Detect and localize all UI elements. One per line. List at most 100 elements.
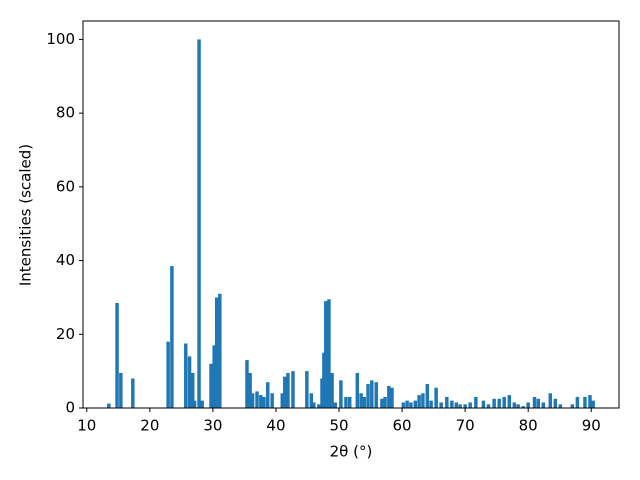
x-tick-label: 70: [456, 417, 475, 435]
bar: [541, 402, 546, 408]
bar: [259, 395, 263, 408]
bar: [468, 402, 472, 408]
bar: [521, 406, 525, 408]
x-tick-label: 30: [203, 417, 222, 435]
x-tick-label: 90: [582, 417, 601, 435]
x-tick-label: 40: [266, 417, 285, 435]
bar: [286, 372, 290, 408]
bar: [280, 393, 284, 408]
bar: [548, 393, 552, 408]
bar: [309, 393, 314, 408]
bar: [245, 360, 249, 408]
bar: [324, 301, 328, 408]
bar: [481, 400, 486, 408]
plot-frame: [82, 20, 620, 409]
bar: [291, 371, 295, 408]
bar: [266, 382, 270, 408]
bar: [454, 402, 459, 408]
bar: [344, 396, 348, 408]
bar: [532, 396, 537, 408]
bar: [212, 345, 216, 408]
bar: [474, 396, 478, 408]
y-tick-label: 40: [56, 251, 75, 269]
bar: [359, 393, 363, 408]
bar: [450, 400, 454, 408]
bar: [409, 402, 413, 408]
bar: [591, 400, 595, 408]
bar: [370, 380, 374, 408]
x-tick-label: 80: [519, 417, 538, 435]
bar: [119, 372, 123, 408]
bar: [200, 400, 204, 408]
y-tick-label: 80: [56, 104, 75, 122]
x-axis-label: 2θ (°): [330, 443, 373, 461]
x-tick-label: 50: [329, 417, 348, 435]
bar: [317, 404, 321, 408]
bar: [380, 398, 384, 408]
bar: [588, 395, 592, 408]
bar: [348, 396, 352, 408]
bar: [502, 396, 506, 408]
y-tick-label: 0: [65, 399, 75, 417]
bar: [250, 393, 255, 408]
y-axis-label: Intensities (scaled): [17, 144, 35, 286]
bar: [439, 402, 443, 408]
bar: [283, 376, 287, 408]
bar: [327, 299, 331, 408]
bar: [312, 402, 316, 408]
bar: [387, 385, 391, 408]
bar: [170, 266, 174, 408]
x-tick-label: 10: [77, 417, 96, 435]
bar: [339, 380, 343, 408]
bar: [512, 402, 517, 408]
bar: [197, 39, 201, 409]
bar: [445, 396, 449, 408]
bar: [362, 396, 366, 408]
bar: [115, 302, 119, 408]
bar: [320, 378, 324, 408]
bar: [463, 404, 467, 408]
bar: [421, 393, 425, 408]
bar: [507, 395, 512, 408]
bar: [262, 396, 266, 408]
bar: [486, 404, 491, 408]
bar: [322, 352, 326, 408]
bar: [383, 396, 387, 408]
bar: [214, 297, 219, 408]
bar: [255, 391, 259, 408]
bar: [417, 395, 421, 408]
bar: [184, 343, 188, 408]
bar: [374, 382, 378, 408]
bar: [492, 398, 496, 408]
bar: [190, 372, 195, 408]
bar: [248, 372, 252, 408]
y-tick-label: 100: [46, 30, 75, 48]
bar: [434, 387, 438, 408]
bar: [366, 384, 370, 408]
bar: [218, 293, 222, 408]
x-tick-label: 60: [393, 417, 412, 435]
bar: [355, 372, 360, 408]
bar: [131, 378, 135, 408]
bar: [497, 398, 501, 408]
bar: [390, 387, 394, 408]
bar: [526, 402, 530, 408]
bar: [413, 400, 418, 408]
bar: [330, 372, 334, 408]
bar: [536, 398, 541, 408]
bar: [305, 371, 309, 408]
y-tick-label: 60: [56, 177, 75, 195]
bar: [575, 396, 580, 408]
bar: [570, 404, 575, 408]
bar: [187, 356, 192, 408]
bar: [192, 400, 197, 408]
bar: [107, 403, 111, 408]
bar: [425, 384, 430, 408]
bar: [516, 404, 520, 408]
bar: [405, 400, 409, 408]
y-tick-label: 20: [56, 325, 75, 343]
bar: [166, 341, 170, 408]
x-tick-label: 20: [140, 417, 159, 435]
bar: [553, 398, 558, 408]
